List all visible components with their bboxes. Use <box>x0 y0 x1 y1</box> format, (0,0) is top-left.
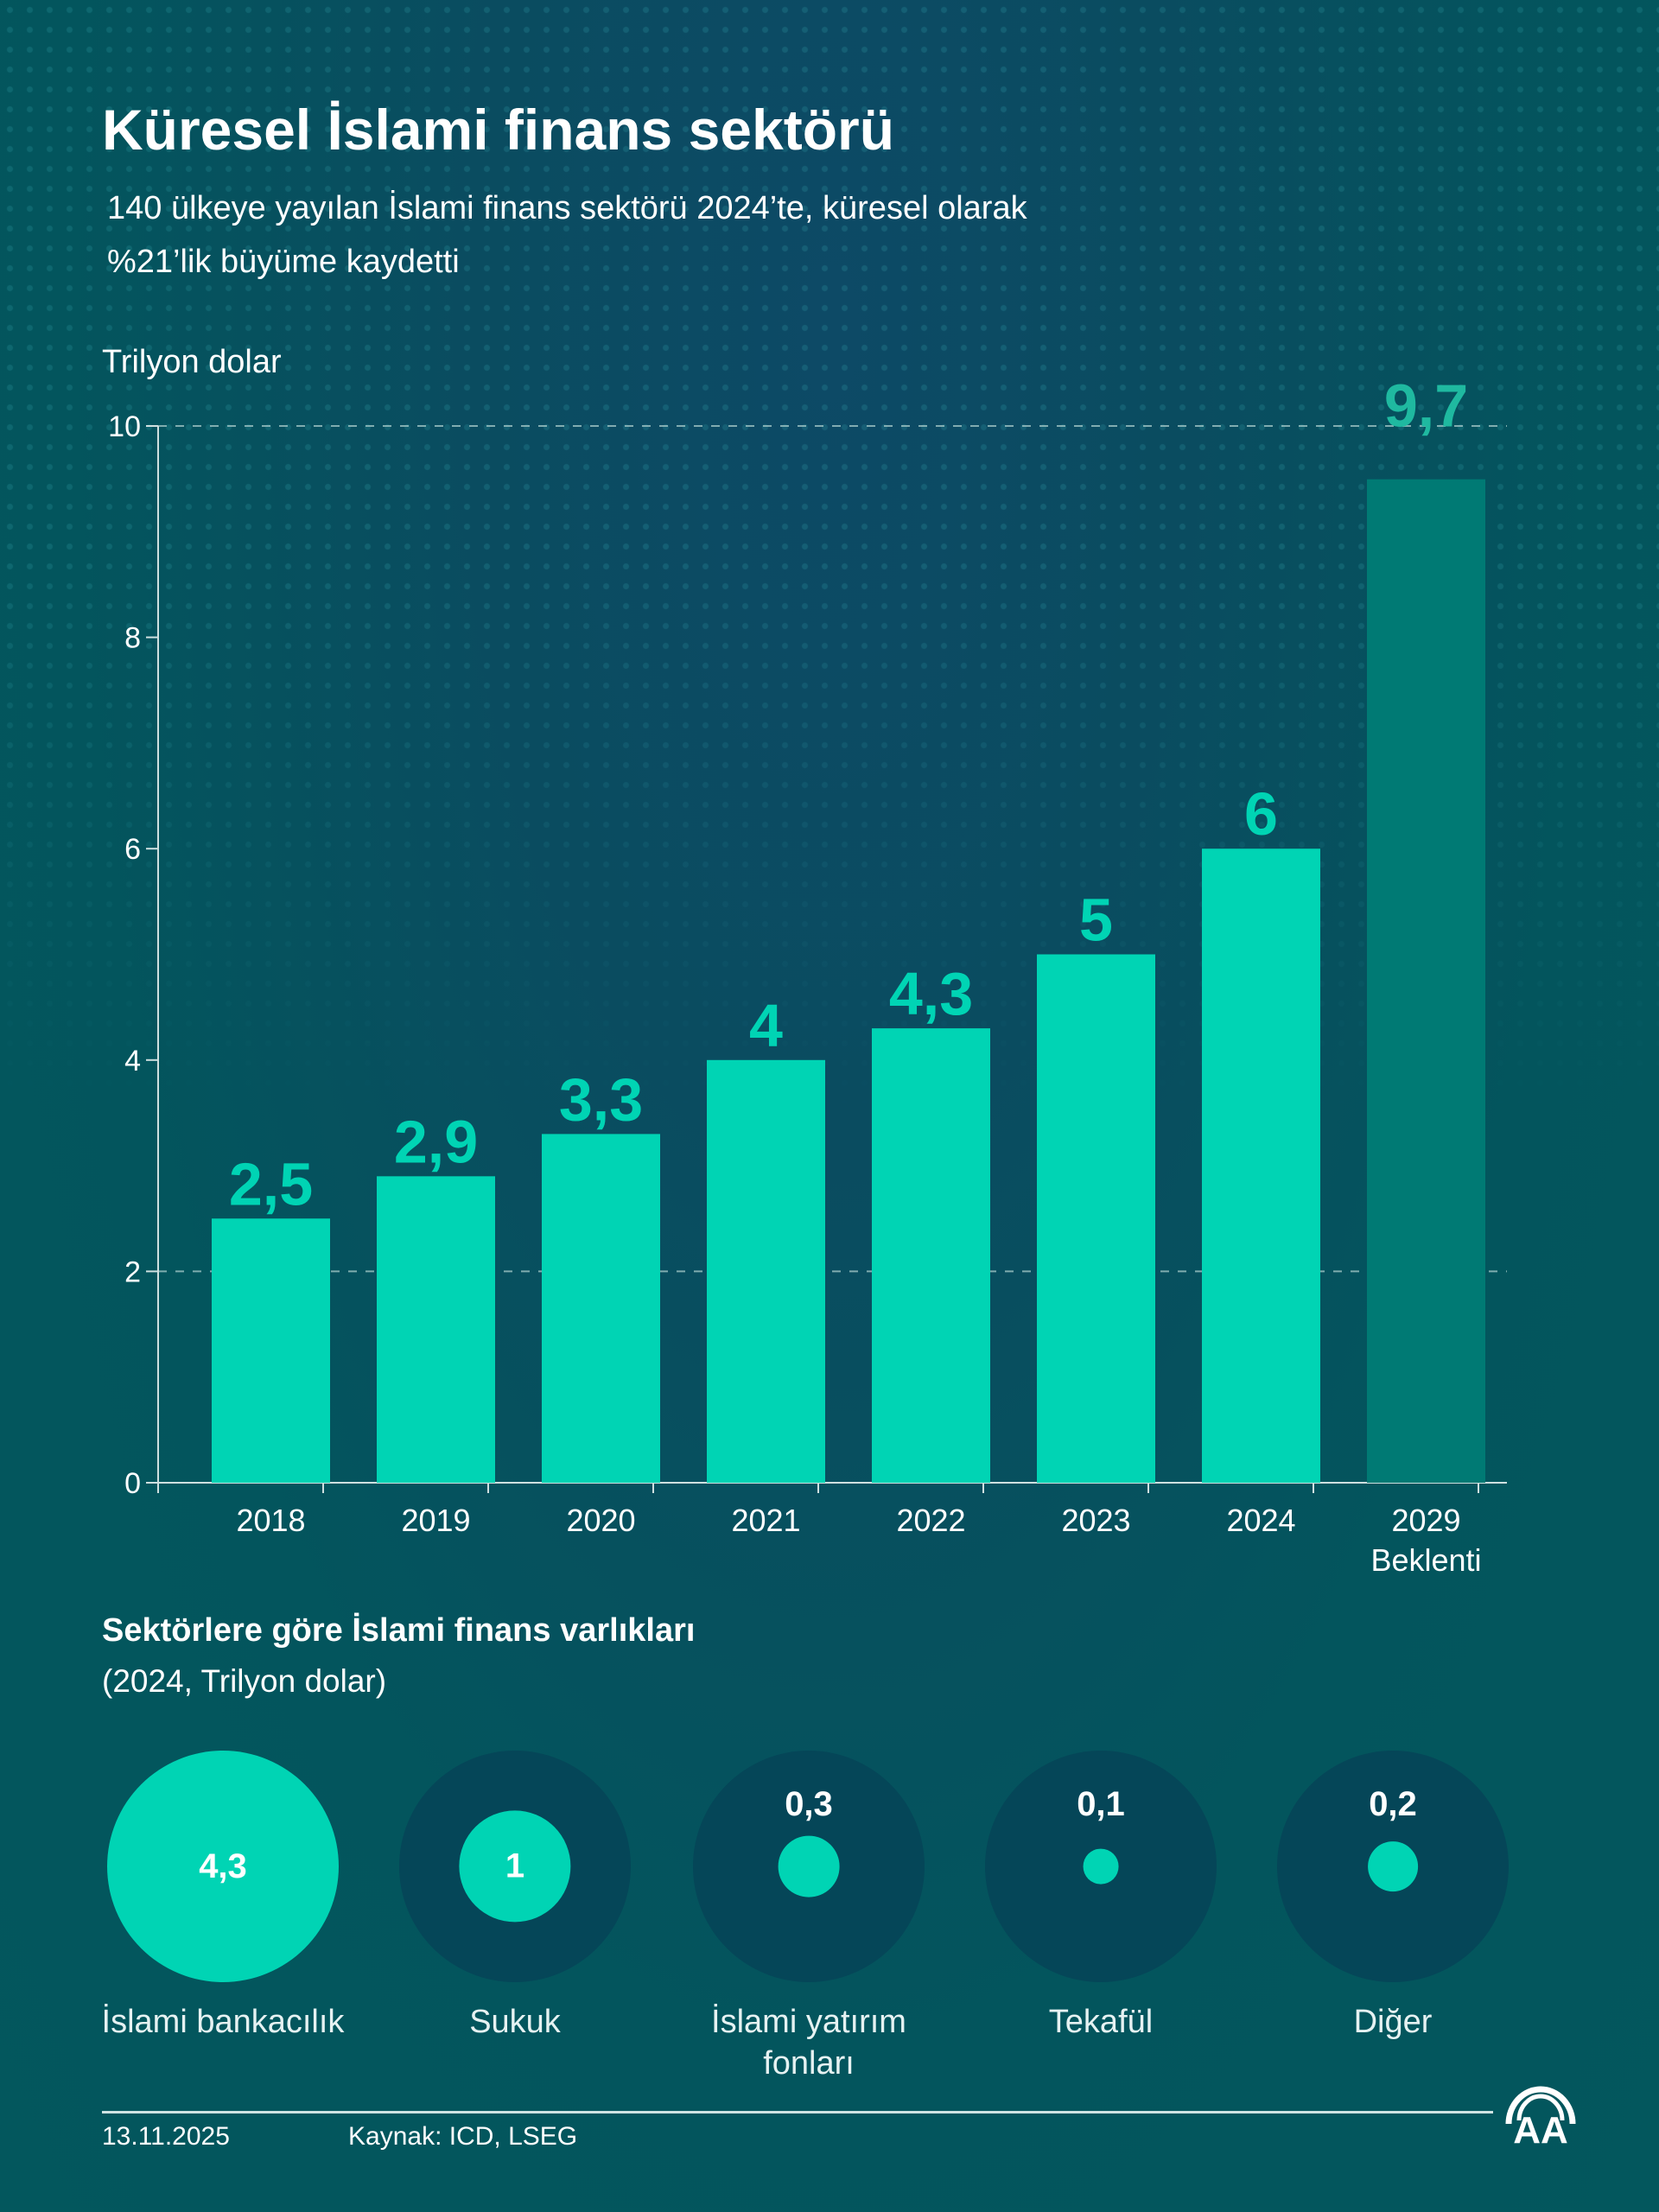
aa-logo: AA <box>1505 2086 1576 2145</box>
bar-2022 <box>872 1028 990 1483</box>
x-tick-label: 2020 <box>566 1503 635 1538</box>
x-tick-label: 2018 <box>236 1503 305 1538</box>
sector-value-circle: 1 <box>459 1810 571 1923</box>
y-tick-label: 0 <box>124 1467 141 1500</box>
x-tick-label: 2024 <box>1226 1503 1295 1538</box>
sector-value: 0,3 <box>785 1785 833 1823</box>
y-tick-label: 2 <box>124 1255 141 1288</box>
data-label-2018: 2,5 <box>229 1150 313 1217</box>
bar-2029 <box>1367 479 1485 1484</box>
footer-divider <box>102 2111 1493 2113</box>
y-axis-label: Trilyon dolar <box>102 344 282 380</box>
x-tick-sublabel: Beklenti <box>1370 1542 1481 1578</box>
data-label-2024: 6 <box>1244 780 1278 848</box>
y-tick-label: 10 <box>108 410 141 443</box>
sector-label: Diğer <box>1353 2004 1433 2040</box>
footer-date: 13.11.2025 <box>102 2122 230 2151</box>
sector-bubble: 1 <box>399 1751 631 1982</box>
x-tick-label: 2022 <box>896 1503 965 1538</box>
sectors-subtitle: (2024, Trilyon dolar) <box>102 1663 387 1699</box>
bar-2024 <box>1202 849 1320 1483</box>
sector-label: Tekafül <box>1048 2004 1154 2040</box>
y-tick-label: 8 <box>124 622 141 655</box>
sector-value: 4,3 <box>199 1847 247 1885</box>
sectors-title: Sektörlere göre İslami finans varlıkları <box>102 1612 696 1649</box>
sector-bubble: 0,1 <box>985 1751 1217 1982</box>
sector-bubble: 0,2 <box>1277 1751 1509 1982</box>
bar-2023 <box>1037 954 1155 1483</box>
data-label-2029: 9,7 <box>1384 372 1468 440</box>
x-tick-label: 2021 <box>731 1503 800 1538</box>
page-title: Küresel İslami finans sektörü <box>102 98 895 162</box>
data-label-2019: 2,9 <box>394 1108 478 1175</box>
sector-value-circle <box>778 1835 840 1897</box>
svg-text:AA: AA <box>1513 2109 1568 2145</box>
data-label-2022: 4,3 <box>889 960 973 1027</box>
sector-bubble: 0,3 <box>693 1751 925 1982</box>
data-label-2023: 5 <box>1079 887 1113 954</box>
y-tick-label: 6 <box>124 833 141 866</box>
x-tick-label: 2019 <box>401 1503 470 1538</box>
bar-2020 <box>542 1134 660 1483</box>
sector-bubble: 4,3 <box>107 1751 339 1982</box>
bar-2018 <box>212 1218 330 1483</box>
footer-source: Kaynak: ICD, LSEG <box>348 2122 578 2151</box>
data-label-2020: 3,3 <box>559 1065 643 1133</box>
data-label-2021: 4 <box>749 992 783 1059</box>
subtitle-line-2: %21’lik büyüme kaydetti <box>107 244 460 280</box>
bar-chart: 0 2 4 6 8 10 2,5 2018 2,9 2019 3,3 2020 4 2021 4,3 2022… <box>108 372 1507 1578</box>
y-tick-label: 4 <box>124 1045 141 1077</box>
sector-label: Sukuk <box>469 2004 561 2040</box>
sector-value-circle <box>1368 1841 1418 1891</box>
sector-value: 0,1 <box>1077 1785 1125 1823</box>
sector-value-circle: 4,3 <box>107 1751 339 1982</box>
subtitle-line-1: 140 ülkeye yayılan İslami finans sektörü… <box>107 190 1027 226</box>
sector-value: 1 <box>505 1847 525 1885</box>
bar-2021 <box>707 1059 825 1483</box>
bar-2019 <box>377 1176 495 1483</box>
x-tick-label: 2023 <box>1061 1503 1130 1538</box>
sector-value-circle <box>1083 1848 1119 1885</box>
sector-label: İslami yatırım fonları <box>711 2004 906 2082</box>
sector-label: İslami bankacılık <box>101 2004 345 2040</box>
sector-value: 0,2 <box>1369 1785 1417 1823</box>
x-tick-label: 2029 <box>1391 1503 1460 1538</box>
